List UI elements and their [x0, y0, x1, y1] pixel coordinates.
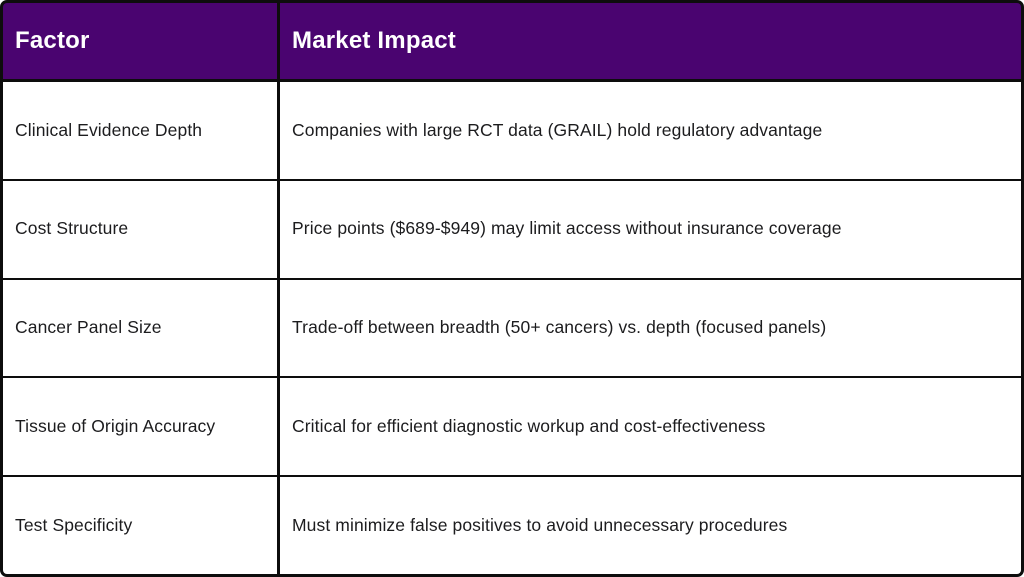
table-row: Tissue of Origin Accuracy Critical for e… [3, 378, 1021, 476]
impact-cell: Trade-off between breadth (50+ cancers) … [280, 279, 1021, 377]
impact-cell: Must minimize false positives to avoid u… [280, 477, 1021, 574]
factor-cell: Cancer Panel Size [3, 279, 277, 377]
table-header-row: Factor Market Impact [3, 3, 1021, 79]
table-row: Test Specificity Must minimize false pos… [3, 477, 1021, 574]
column-header-market-impact: Market Impact [280, 3, 1021, 79]
table-row: Cost Structure Price points ($689-$949) … [3, 180, 1021, 278]
factor-cell: Tissue of Origin Accuracy [3, 378, 277, 476]
factor-cell: Test Specificity [3, 477, 277, 574]
impact-cell: Critical for efficient diagnostic workup… [280, 378, 1021, 476]
factor-cell: Cost Structure [3, 180, 277, 278]
factor-cell: Clinical Evidence Depth [3, 82, 277, 179]
table-row: Cancer Panel Size Trade-off between brea… [3, 279, 1021, 377]
column-header-factor: Factor [3, 3, 277, 79]
impact-cell: Price points ($689-$949) may limit acces… [280, 180, 1021, 278]
impact-cell: Companies with large RCT data (GRAIL) ho… [280, 82, 1021, 179]
table-row: Clinical Evidence Depth Companies with l… [3, 82, 1021, 179]
